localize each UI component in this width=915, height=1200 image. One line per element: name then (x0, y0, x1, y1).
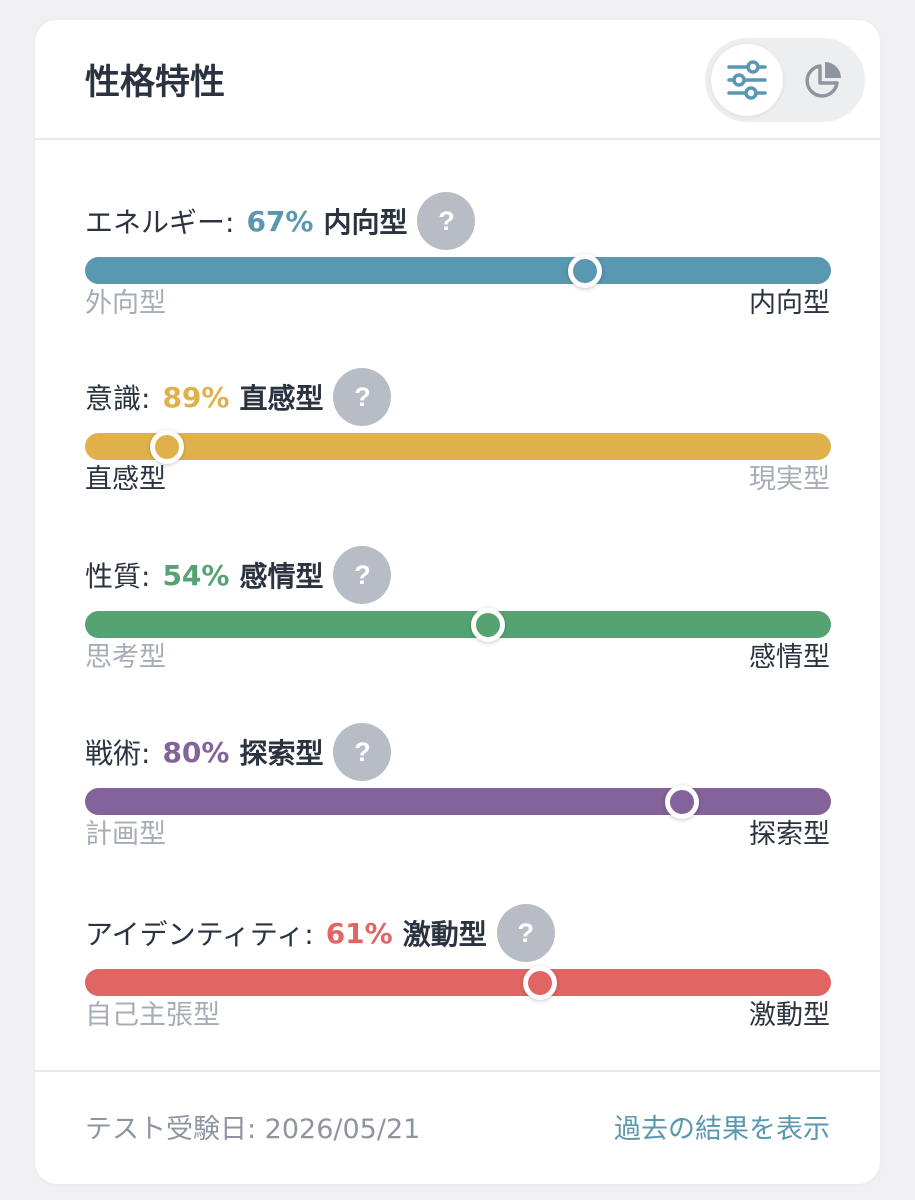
question-mark-icon: ? (517, 917, 534, 948)
help-button[interactable]: ? (417, 192, 476, 250)
trait-heading: 戦術: 80% 探索型 ? (85, 723, 392, 781)
trait-slider-thumb[interactable] (567, 254, 602, 288)
trait-identity: アイデンティティ: 61% 激動型 ? 自己主張型 激動型 (35, 904, 880, 1058)
trait-mind: 意識: 89% 直感型 ? 直感型 現実型 (35, 368, 880, 522)
left-pole-label: 思考型 (85, 642, 166, 673)
trait-slider-thumb[interactable] (523, 966, 558, 1000)
card-footer: テスト受験日: 2026/05/21 過去の結果を表示 (35, 1070, 880, 1184)
trait-slider-track (85, 969, 831, 996)
card-header: 性格特性 (35, 20, 880, 140)
test-date: テスト受験日: 2026/05/21 (85, 1114, 421, 1145)
trait-slider-thumb[interactable] (470, 608, 505, 642)
right-pole-label: 内向型 (749, 288, 830, 319)
personality-traits-card: 性格特性 (35, 20, 880, 1184)
pie-chart-icon (805, 62, 841, 98)
trait-slider-track (85, 433, 831, 460)
trait-percent: 61% (325, 916, 393, 950)
trait-energy: エネルギー: 67% 内向型 ? 外向型 内向型 (35, 192, 880, 346)
right-pole-label: 探索型 (749, 819, 830, 850)
trait-slider-track (85, 611, 831, 638)
left-pole-label: 自己主張型 (85, 1000, 220, 1031)
right-pole-label: 感情型 (749, 642, 830, 673)
question-mark-icon: ? (354, 381, 371, 412)
trait-label: 性質: (85, 560, 151, 593)
right-pole-label: 現実型 (749, 464, 830, 495)
left-pole-label: 直感型 (85, 464, 166, 495)
left-pole-label: 外向型 (85, 288, 166, 319)
help-button[interactable]: ? (333, 723, 392, 781)
trait-percent: 80% (162, 735, 230, 769)
trait-type: 感情型 (239, 560, 324, 593)
trait-tactics: 戦術: 80% 探索型 ? 計画型 探索型 (35, 723, 880, 877)
sliders-icon (727, 60, 767, 100)
question-mark-icon: ? (354, 736, 371, 767)
left-pole-label: 計画型 (85, 819, 166, 850)
card-title: 性格特性 (85, 63, 226, 103)
right-pole-label: 激動型 (749, 1000, 830, 1031)
trait-percent: 67% (246, 204, 314, 238)
trait-slider-thumb[interactable] (150, 430, 185, 464)
trait-percent: 54% (162, 558, 230, 592)
help-button[interactable]: ? (496, 904, 555, 962)
help-button[interactable]: ? (333, 368, 392, 426)
trait-type: 直感型 (239, 382, 324, 415)
trait-heading: 意識: 89% 直感型 ? (85, 368, 392, 426)
view-history-link[interactable]: 過去の結果を表示 (614, 1114, 830, 1145)
view-toggle (705, 38, 865, 122)
trait-type: 探索型 (239, 737, 324, 770)
trait-label: 意識: (85, 382, 151, 415)
trait-nature: 性質: 54% 感情型 ? 思考型 感情型 (35, 546, 880, 700)
trait-label: エネルギー: (85, 206, 235, 239)
trait-type: 激動型 (402, 918, 487, 951)
trait-heading: エネルギー: 67% 内向型 ? (85, 192, 476, 250)
question-mark-icon: ? (354, 559, 371, 590)
trait-slider-track (85, 257, 831, 284)
trait-heading: アイデンティティ: 61% 激動型 ? (85, 904, 555, 962)
help-button[interactable]: ? (333, 546, 392, 604)
sliders-view-button[interactable] (711, 44, 783, 116)
trait-slider-thumb[interactable] (664, 785, 699, 819)
question-mark-icon: ? (438, 205, 455, 236)
chart-view-button[interactable] (787, 44, 859, 116)
trait-heading: 性質: 54% 感情型 ? (85, 546, 392, 604)
trait-label: 戦術: (85, 737, 151, 770)
trait-type: 内向型 (323, 206, 408, 239)
trait-percent: 89% (162, 380, 230, 414)
trait-slider-track (85, 788, 831, 815)
trait-label: アイデンティティ: (85, 918, 314, 951)
